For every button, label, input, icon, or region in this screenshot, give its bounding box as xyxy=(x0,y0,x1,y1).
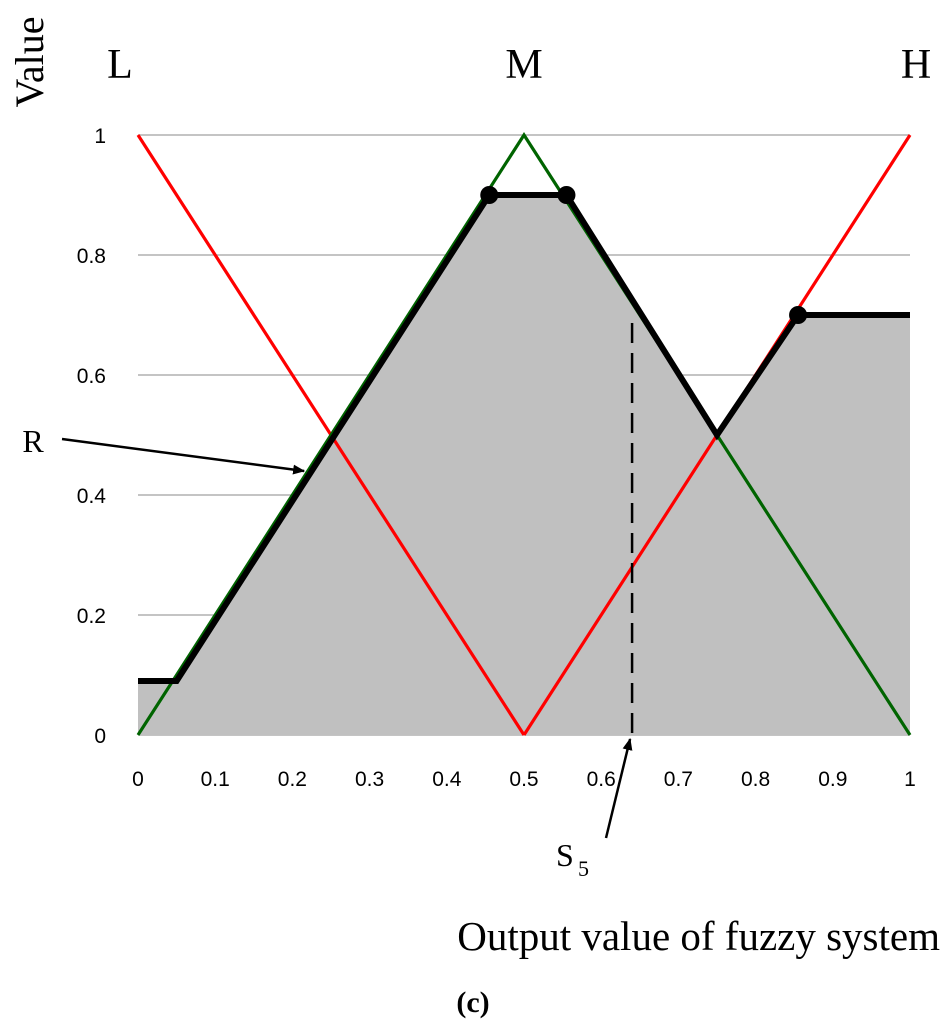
x-tick-label-10: 1 xyxy=(904,768,916,791)
x-tick-label-4: 0.4 xyxy=(432,768,462,791)
annotation-r-label: R xyxy=(22,423,44,459)
x-tick-label-0: 0 xyxy=(132,768,144,791)
y-tick-label-5: 1 xyxy=(94,125,106,148)
y-tick-label-3: 0.6 xyxy=(77,365,106,388)
x-tick-label-8: 0.8 xyxy=(741,768,770,791)
y-axis-label: Value xyxy=(7,16,52,107)
x-tick-label-2: 0.2 xyxy=(278,768,307,791)
annotation-s5-arrow xyxy=(604,738,633,839)
membership-label-H: H xyxy=(901,42,931,88)
y-tick-label-2: 0.4 xyxy=(77,485,107,508)
x-tick-label-7: 0.7 xyxy=(664,768,693,791)
x-tick-label-1: 0.1 xyxy=(201,768,230,791)
membership-label-L: L xyxy=(107,42,133,88)
aggregate-area xyxy=(138,195,910,735)
membership-medium-line xyxy=(136,132,912,736)
annotations: R S 5 xyxy=(22,323,634,881)
annotation-s5-label: S xyxy=(556,837,574,873)
x-axis-label: Output value of fuzzy system xyxy=(457,913,940,959)
marker-point-1 xyxy=(557,186,576,204)
marker-point-0 xyxy=(480,186,499,204)
y-tick-label-1: 0.2 xyxy=(77,605,106,628)
annotation-s5-subscript: 5 xyxy=(578,856,589,881)
marker-point-2 xyxy=(789,306,808,324)
tick-labels: L M H 0 0.1 0.2 0.3 0.4 0.5 0.6 0.7 0.8 0.9 1 0 0.2 0.4 0… xyxy=(77,42,931,791)
x-tick-label-6: 0.6 xyxy=(587,768,616,791)
membership-label-M: M xyxy=(505,42,542,88)
x-tick-label-5: 0.5 xyxy=(509,768,538,791)
x-tick-label-3: 0.3 xyxy=(355,768,384,791)
y-tick-label-0: 0 xyxy=(94,725,106,748)
point-markers xyxy=(480,186,808,324)
figure-caption: (c) xyxy=(456,986,489,1019)
x-tick-label-9: 0.9 xyxy=(818,768,847,791)
annotation-r-arrow xyxy=(61,437,306,475)
y-tick-label-4: 0.8 xyxy=(77,245,106,268)
